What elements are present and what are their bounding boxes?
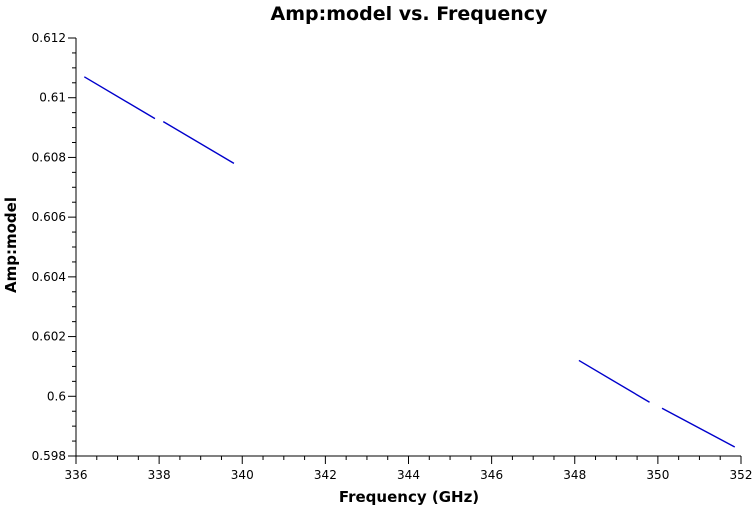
x-tick-label: 350 <box>646 468 669 482</box>
y-tick-label: 0.608 <box>32 150 66 164</box>
x-tick-label: 338 <box>148 468 171 482</box>
y-tick-label: 0.606 <box>32 210 66 224</box>
data-line-segment <box>83 76 156 120</box>
x-tick-label: 340 <box>231 468 254 482</box>
x-tick-label: 346 <box>480 468 503 482</box>
x-axis-label: Frequency (GHz) <box>339 488 479 506</box>
y-tick-label: 0.61 <box>39 91 66 105</box>
y-tick-label: 0.598 <box>32 449 66 463</box>
y-axis-label: Amp:model <box>2 197 20 293</box>
x-tick-label: 342 <box>314 468 337 482</box>
chart-title: Amp:model vs. Frequency <box>271 3 549 25</box>
x-tick-label: 352 <box>730 468 753 482</box>
y-tick-label: 0.604 <box>32 270 66 284</box>
y-tick-label: 0.612 <box>32 31 66 45</box>
x-tick-label: 344 <box>397 468 420 482</box>
data-line-segment <box>661 407 736 448</box>
y-tick-label: 0.602 <box>32 330 66 344</box>
plot-area: 336 338 340 342 344 346 348 350 352 0.598 0.6 0.602… <box>32 31 753 482</box>
data-line-segment <box>578 359 650 403</box>
x-tick-label: 336 <box>65 468 88 482</box>
y-tick-label: 0.6 <box>47 389 66 403</box>
data-line-segment <box>162 120 235 165</box>
x-tick-label: 348 <box>563 468 586 482</box>
